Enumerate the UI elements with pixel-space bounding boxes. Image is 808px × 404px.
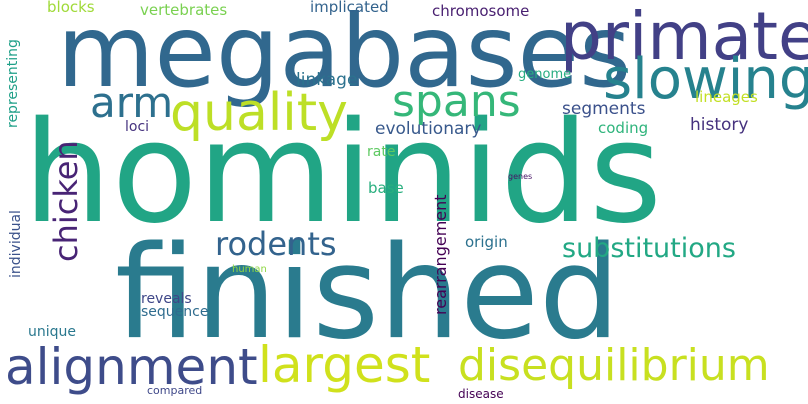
word-unique: unique [28, 324, 77, 340]
word-spans: spans [392, 76, 521, 127]
word-genes: genes [508, 172, 533, 181]
word-genome: genome [518, 67, 572, 82]
word-compared: compared [147, 384, 203, 397]
word-disequilibrium: disequilibrium [458, 340, 770, 391]
word-slowing: slowing [603, 47, 808, 112]
word-rodents: rodents [215, 225, 337, 263]
word-segments: segments [562, 99, 646, 119]
word-implicated: implicated [310, 0, 389, 16]
word-coding: coding [598, 119, 649, 137]
word-base: base [368, 179, 404, 197]
word-individual: individual [8, 210, 24, 278]
word-alignment: alignment [5, 338, 258, 396]
word-rearrangement: rearrangement [431, 194, 450, 315]
word-lineages: lineages [695, 88, 758, 106]
word-quality: quality [170, 83, 348, 143]
word-substitutions: substitutions [562, 233, 736, 264]
word-history: history [690, 115, 749, 135]
word-sequence: sequence [141, 304, 209, 320]
word-finished: finished [115, 219, 621, 368]
word-reveals: reveals [141, 291, 192, 307]
word-chicken: chicken [47, 140, 85, 262]
word-hominids: hominids [23, 92, 663, 255]
word-arm: arm [90, 78, 174, 127]
word-rate: rate [367, 144, 396, 160]
word-human: human [232, 264, 267, 275]
word-chromosome: chromosome [432, 2, 530, 20]
word-evolutionary: evolutionary [375, 119, 482, 139]
word-disease: disease [458, 387, 504, 401]
word-largest: largest [258, 336, 431, 394]
word-megabases: megabases [57, 0, 632, 110]
word-loci: loci [125, 119, 150, 135]
word-origin: origin [465, 233, 508, 251]
word-vertebrates: vertebrates [140, 1, 228, 19]
word-primate: primate [560, 0, 808, 75]
word-blocks: blocks [47, 0, 95, 16]
word-representing: representing [5, 39, 21, 128]
word-linkage: linkage [296, 70, 358, 90]
